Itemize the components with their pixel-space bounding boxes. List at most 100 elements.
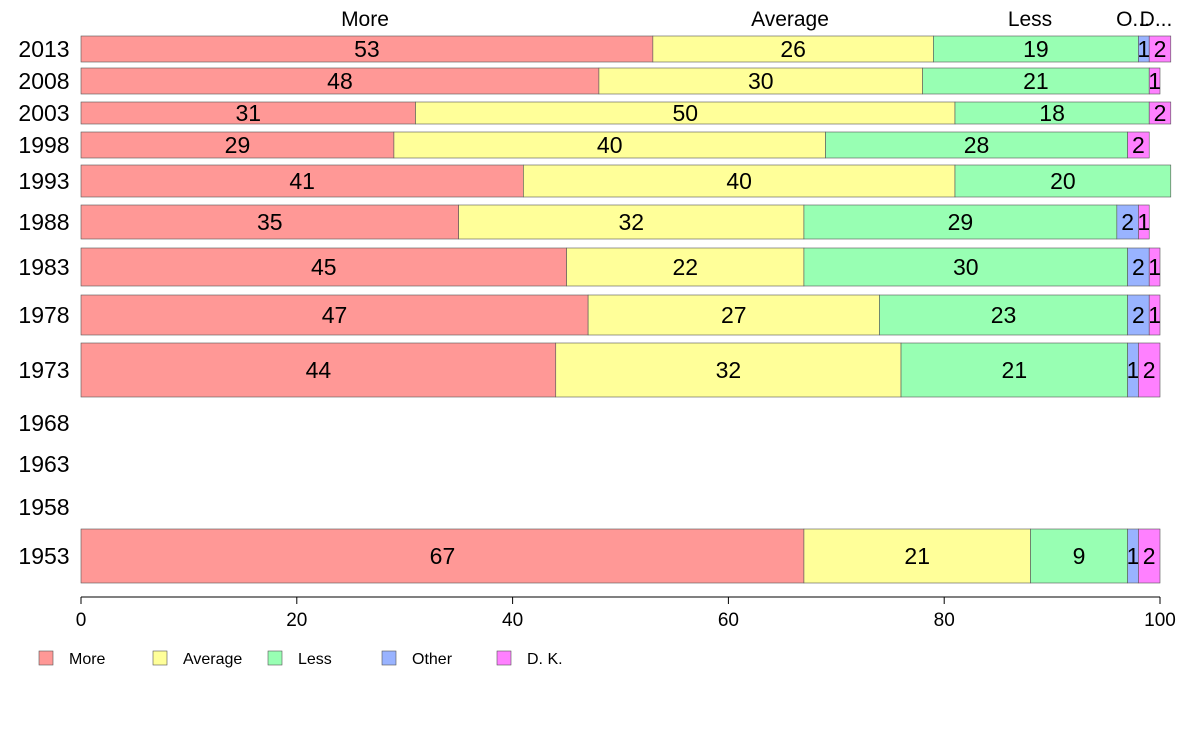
bar-segment: [1148, 294, 1161, 336]
legend-label: Other: [412, 651, 453, 668]
y-tick-label: 1978: [18, 302, 69, 328]
data-label: 1: [1148, 254, 1161, 280]
data-label: 47: [322, 302, 348, 328]
bar-segment: [1138, 204, 1150, 240]
bar-segment: [954, 164, 1172, 198]
data-label: 32: [618, 209, 644, 235]
data-label: 2: [1121, 209, 1134, 235]
data-label: 48: [327, 68, 353, 94]
data-label: 44: [306, 357, 332, 383]
bar-segment: [879, 294, 1128, 336]
data-label: 40: [726, 168, 752, 194]
data-label: 1: [1137, 209, 1150, 235]
y-tick-label: 2013: [18, 36, 69, 62]
data-label: 1: [1127, 357, 1140, 383]
data-label: 2: [1132, 302, 1145, 328]
legend-swatch: [38, 650, 54, 666]
bar-segment: [1148, 101, 1172, 125]
data-label: 23: [991, 302, 1017, 328]
y-tick-label: 1988: [18, 209, 69, 235]
legend-label: Average: [183, 651, 242, 668]
data-label: 21: [1023, 68, 1049, 94]
data-label: 2: [1154, 100, 1167, 126]
bar-segment: [80, 294, 589, 336]
legend-swatch: [381, 650, 397, 666]
legend-swatch: [496, 650, 512, 666]
y-axis-labels: 2013 2008 2003 1998 1993 1988 1983 1978 1973 1968…: [18, 36, 69, 569]
bar-segment: [80, 342, 557, 398]
y-tick-label: 1968: [18, 410, 69, 436]
y-tick-label: 1983: [18, 254, 69, 280]
legend-label: More: [69, 651, 106, 668]
data-label: 2: [1143, 543, 1156, 569]
bar-segment: [1127, 131, 1150, 159]
data-label: 2: [1132, 254, 1145, 280]
column-header-labels: More Average Less O...D...: [341, 8, 1172, 31]
data-label: 32: [716, 357, 742, 383]
bar-segment: [1148, 247, 1161, 287]
bar-segment: [1148, 67, 1161, 95]
data-label: 2: [1132, 132, 1145, 158]
data-label: 2: [1143, 357, 1156, 383]
x-tick-label: 20: [286, 610, 307, 631]
data-label: 18: [1039, 100, 1065, 126]
data-label: 67: [430, 543, 456, 569]
y-tick-label: 1963: [18, 451, 69, 477]
x-tick-label: 0: [76, 610, 87, 631]
data-label: 31: [235, 100, 261, 126]
column-header-label: Less: [1008, 8, 1052, 31]
bar-segment: [652, 35, 934, 63]
y-tick-label: 1953: [18, 543, 69, 569]
bar-segment: [1138, 342, 1161, 398]
bar-segment: [1138, 528, 1161, 584]
bar-segment: [80, 164, 524, 198]
y-tick-label: 2008: [18, 68, 69, 94]
y-tick-label: 1973: [18, 357, 69, 383]
bar-segment: [555, 342, 902, 398]
data-label: 30: [953, 254, 979, 280]
legend: More Average Less Other D. K.: [38, 650, 563, 668]
data-label: 28: [964, 132, 990, 158]
bar-segment: [803, 204, 1118, 240]
y-tick-label: 1998: [18, 132, 69, 158]
legend-label: D. K.: [527, 651, 563, 668]
column-header-label: D...: [1140, 8, 1173, 31]
data-label: 50: [672, 100, 698, 126]
data-label: 26: [780, 36, 806, 62]
data-label: 21: [1002, 357, 1028, 383]
x-tick-label: 80: [934, 610, 955, 631]
y-tick-label: 1958: [18, 494, 69, 520]
data-label: 9: [1073, 543, 1086, 569]
legend-swatch: [152, 650, 168, 666]
data-label: 30: [748, 68, 774, 94]
data-label: 35: [257, 209, 283, 235]
x-tick-label: 60: [718, 610, 739, 631]
data-label: 53: [354, 36, 380, 62]
data-label: 1: [1137, 36, 1150, 62]
bar-segment: [598, 67, 923, 95]
bar-segment: [1148, 35, 1172, 63]
data-label: 22: [672, 254, 698, 280]
x-axis: 0 20 40 60 80 100: [76, 596, 1176, 631]
bar-segment: [803, 247, 1128, 287]
data-label: 20: [1050, 168, 1076, 194]
x-tick-label: 100: [1144, 610, 1176, 631]
bar-segment: [825, 131, 1128, 159]
bar-segment: [458, 204, 805, 240]
y-tick-label: 2003: [18, 100, 69, 126]
data-label: 29: [948, 209, 974, 235]
bar-segment: [80, 528, 805, 584]
bar-segment: [922, 67, 1150, 95]
bar-segment: [80, 247, 567, 287]
data-label: 1: [1148, 68, 1161, 94]
bar-segment: [80, 204, 459, 240]
column-header-label: Average: [751, 8, 829, 31]
data-label: 29: [225, 132, 251, 158]
bar-segment: [587, 294, 880, 336]
bar-segment: [1030, 528, 1128, 584]
legend-swatch: [267, 650, 283, 666]
data-label: 1: [1148, 302, 1161, 328]
data-label: 1: [1127, 543, 1140, 569]
data-label: 41: [289, 168, 315, 194]
